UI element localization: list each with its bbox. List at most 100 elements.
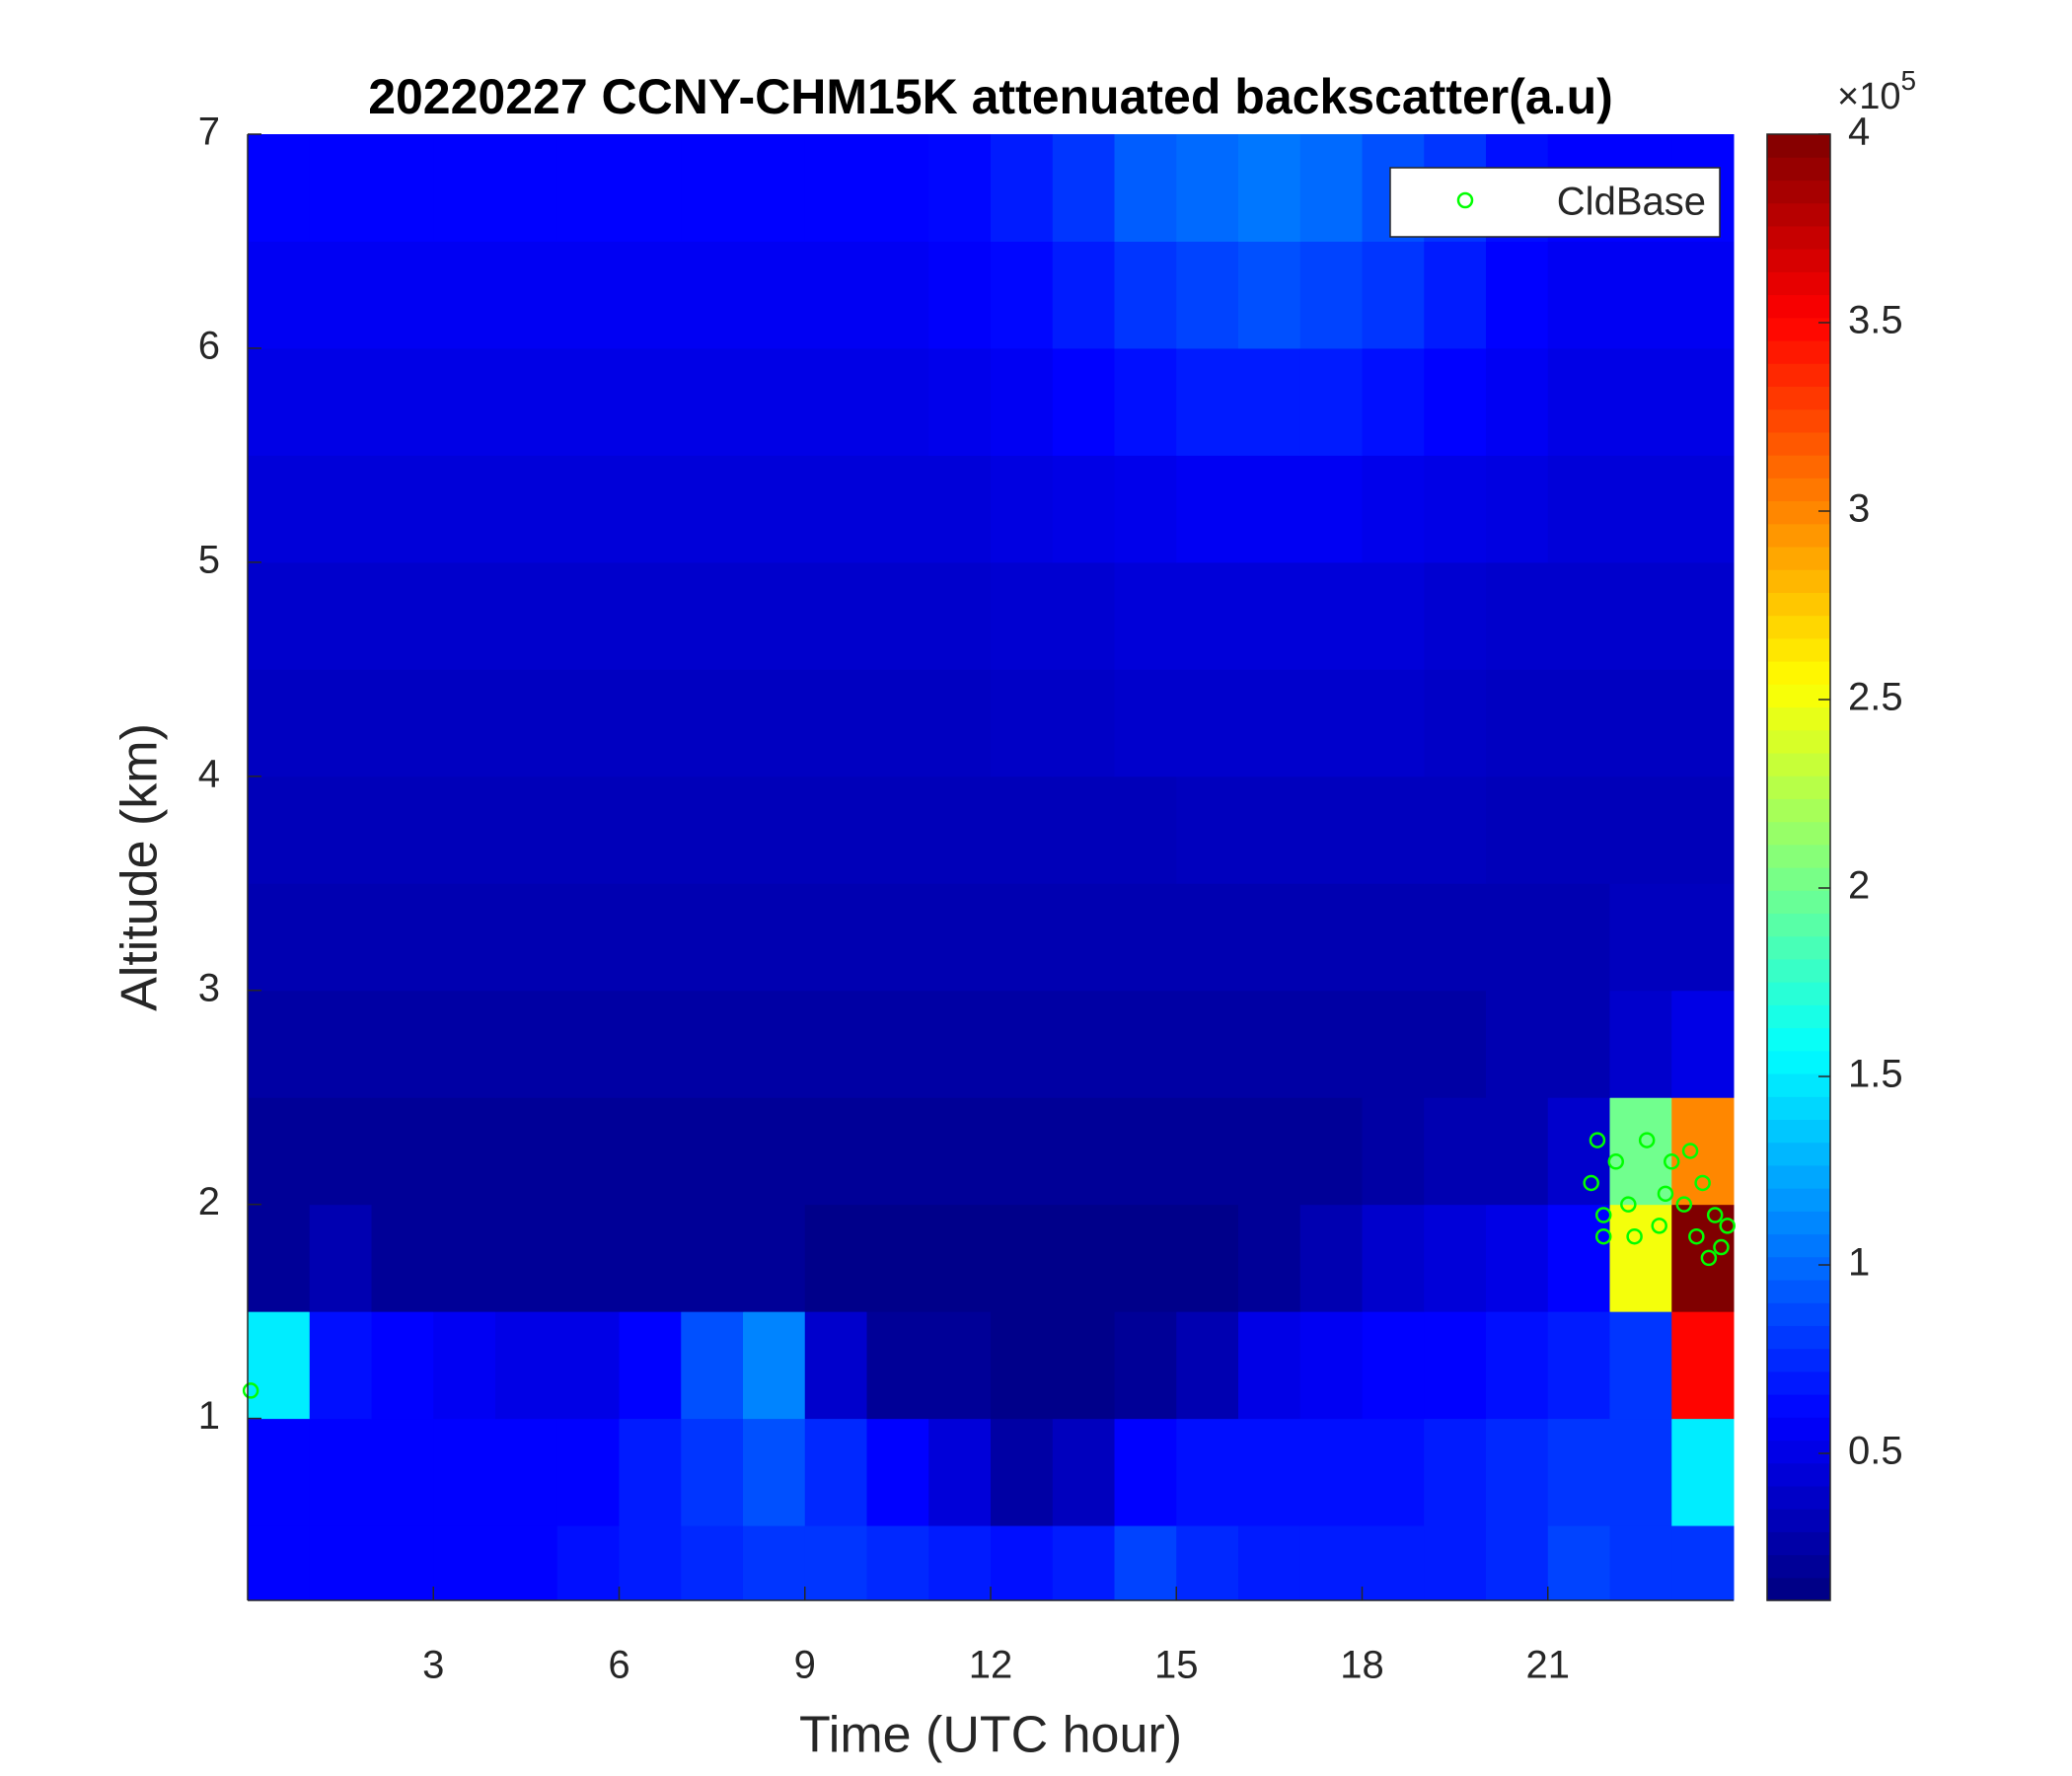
heatmap-cell [1052, 241, 1115, 349]
heatmap-cell [433, 1418, 496, 1526]
cloud-base-point [1607, 1153, 1625, 1170]
colorbar-swatch [1767, 294, 1830, 319]
cloud-base-point [1700, 1249, 1718, 1267]
heatmap-cell [371, 990, 434, 1098]
heatmap-cell [1547, 241, 1610, 349]
heatmap-cell [1547, 776, 1610, 884]
colorbar-swatch [1767, 1050, 1830, 1074]
heatmap-cell [928, 883, 992, 992]
heatmap-cell [928, 347, 992, 456]
heatmap-cell [991, 669, 1054, 777]
heatmap-cell [1114, 561, 1177, 670]
heatmap-cell [1671, 776, 1735, 884]
heatmap-cell [1424, 1525, 1487, 1601]
x-tick-label: 9 [794, 1644, 816, 1687]
heatmap-cell [371, 1311, 434, 1420]
heatmap-cell [1362, 347, 1425, 456]
cloud-base-point [1651, 1218, 1667, 1234]
heatmap-cell [1238, 1525, 1301, 1601]
heatmap-cell [928, 990, 992, 1098]
heatmap-cell [433, 1097, 496, 1206]
heatmap-cell [556, 134, 620, 242]
heatmap-cell [804, 1525, 867, 1601]
heatmap-cell [1114, 1204, 1177, 1312]
heatmap-cell [1238, 1311, 1301, 1420]
heatmap-cell [1114, 241, 1177, 349]
heatmap-cell [681, 669, 744, 777]
heatmap-cell [1052, 1097, 1115, 1206]
heatmap-cell [495, 883, 558, 992]
heatmap-cell [1176, 669, 1239, 777]
heatmap-cell [866, 1097, 929, 1206]
heatmap-cell [991, 1204, 1054, 1312]
colorbar-swatch [1767, 339, 1830, 364]
heatmap-cell [248, 1418, 311, 1526]
heatmap-cell [1052, 1525, 1115, 1601]
heatmap-cell [743, 990, 806, 1098]
heatmap-cell [1114, 347, 1177, 456]
heatmap-cell [248, 561, 311, 670]
heatmap-cell [309, 455, 372, 563]
heatmap-cell [1547, 990, 1610, 1098]
heatmap-cell [1609, 776, 1672, 884]
heatmap-cell [743, 1311, 806, 1420]
heatmap-cell [1299, 1525, 1363, 1601]
heatmap-cell [619, 241, 682, 349]
colorbar-swatch [1767, 225, 1830, 250]
heatmap-cell [433, 347, 496, 456]
heatmap-cell [1299, 776, 1363, 884]
colorbar-swatch [1767, 1073, 1830, 1097]
x-tick-label: 15 [1154, 1644, 1199, 1687]
heatmap-cell [248, 241, 311, 349]
heatmap-cell [1424, 561, 1487, 670]
heatmap-cell [619, 455, 682, 563]
colorbar-swatch [1767, 706, 1830, 731]
colorbar-swatch [1767, 1394, 1830, 1418]
heatmap-cell [1238, 347, 1301, 456]
colorbar-swatch [1767, 958, 1830, 983]
heatmap-cell [1609, 883, 1672, 992]
heatmap-cell [991, 1418, 1054, 1526]
heatmap-cell [1486, 1525, 1549, 1601]
heatmap-cell [681, 1204, 744, 1312]
cloud-base-point [1638, 1132, 1656, 1148]
colorbar-swatch [1767, 1256, 1830, 1281]
heatmap-cell [866, 990, 929, 1098]
heatmap-cell [1547, 347, 1610, 456]
cloud-base-point [1675, 1196, 1693, 1213]
heatmap-cell [556, 561, 620, 670]
colorbar-swatch [1767, 1188, 1830, 1212]
cloud-base-point [1583, 1174, 1599, 1192]
heatmap-cell [928, 455, 992, 563]
heatmap-cell [804, 990, 867, 1098]
heatmap-cell [866, 776, 929, 884]
heatmap-cell [1362, 1418, 1425, 1526]
heatmap-cell [433, 134, 496, 242]
heatmap-cell [928, 1204, 992, 1312]
colorbar-swatch [1767, 1004, 1830, 1029]
heatmap-cell [928, 1097, 992, 1206]
colorbar-swatch [1767, 271, 1830, 296]
colorbar-swatch [1767, 637, 1830, 662]
heatmap-cell [1299, 455, 1363, 563]
heatmap-cell [1424, 1418, 1487, 1526]
cloud-base-point [1681, 1143, 1699, 1159]
heatmap-cell [1671, 883, 1735, 992]
heatmap-cell [928, 134, 992, 242]
heatmap-cell [1362, 990, 1425, 1098]
heatmap-cell [619, 883, 682, 992]
heatmap-cell [1362, 1204, 1425, 1312]
colorbar-swatch [1767, 982, 1830, 1005]
heatmap-cell [991, 883, 1054, 992]
heatmap-cell [743, 669, 806, 777]
heatmap-cell [804, 134, 867, 242]
heatmap-cell [495, 561, 558, 670]
colorbar-swatch [1767, 478, 1830, 502]
colorbar-frame [1766, 133, 1831, 1601]
heatmap-cell [1486, 1204, 1549, 1312]
heatmap-cell [495, 1418, 558, 1526]
heatmap-cell [1609, 1525, 1672, 1601]
cloud-base-point [1706, 1207, 1724, 1223]
cloud-base-point [1688, 1227, 1705, 1245]
y-tick-label: 6 [198, 324, 220, 367]
